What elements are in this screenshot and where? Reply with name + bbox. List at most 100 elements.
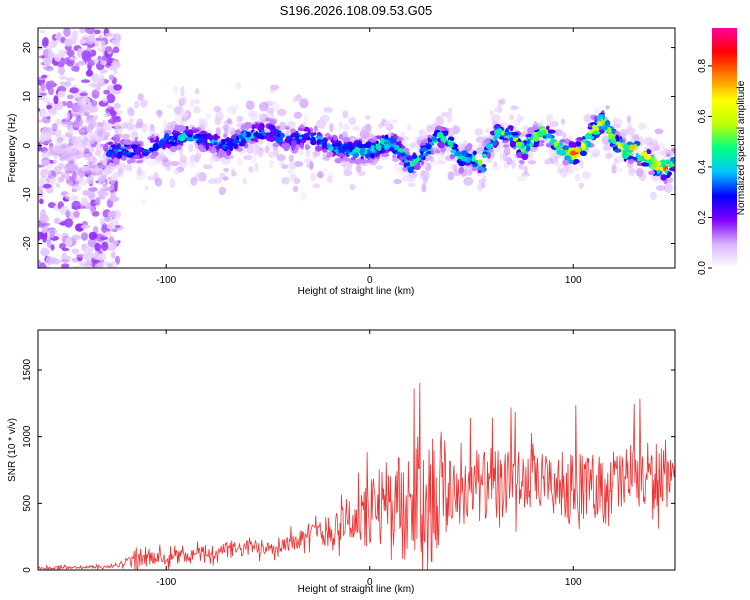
spectrogram-cell <box>529 141 534 147</box>
spectrogram-cell <box>42 235 47 243</box>
spectrogram-cell <box>78 60 86 66</box>
spectrogram-cell <box>89 194 95 202</box>
spectrogram-cell <box>166 103 173 110</box>
spectrogram-cell <box>39 177 45 187</box>
spectrogram-cell <box>638 122 647 130</box>
spectrogram-cell <box>92 226 99 234</box>
spectrogram-cell <box>42 58 53 63</box>
spectrogram-cell <box>42 37 49 47</box>
spectrogram-cell <box>460 150 468 157</box>
spectrogram-cell <box>121 133 131 140</box>
spectrogram-cell <box>541 129 547 136</box>
spectrogram-cell <box>527 127 535 134</box>
spectrogram-cell <box>667 171 672 176</box>
spectrogram-cell <box>315 135 324 140</box>
spectrogram-cell <box>665 160 672 165</box>
spectrogram-cell <box>163 133 170 140</box>
spectrogram-cell <box>636 162 643 166</box>
spectrogram-cell <box>89 167 95 173</box>
spectrogram-cell <box>293 97 302 102</box>
spectrogram-cell <box>426 124 433 133</box>
spectrogram-cell <box>169 178 176 189</box>
spectrogram-cell <box>85 69 94 77</box>
spectrogram-cell <box>392 154 397 159</box>
spectrogram-cell <box>401 174 408 182</box>
spectrogram-cell <box>288 154 294 163</box>
spectrogram-cell <box>176 144 182 151</box>
spectrogram-cell <box>371 147 375 153</box>
spectrogram-cell <box>90 100 98 107</box>
spectrogram-cell <box>442 132 448 136</box>
spectrogram-cell <box>80 79 91 84</box>
spectrogram-cell <box>97 173 106 182</box>
spectrogram-cell <box>591 148 601 157</box>
spectrogram-cell <box>484 138 491 144</box>
spectrogram-cell <box>60 258 70 263</box>
spectrogram-cell <box>573 158 580 164</box>
spectrogram-cell <box>656 151 665 156</box>
spectrogram-cell <box>95 37 102 41</box>
spectrogram-cell <box>545 125 550 131</box>
spectrogram-cell <box>512 137 519 142</box>
spectrogram-cell <box>213 141 218 146</box>
spectrogram-cell <box>516 113 522 123</box>
spectrogram-x-ticks: -100 0 100 <box>156 28 582 286</box>
spectrogram-cell <box>67 128 74 136</box>
spectrogram-cell <box>342 137 350 143</box>
spectrogram-cell <box>268 151 275 159</box>
colorbar-tick-label: 0.4 <box>697 160 708 174</box>
spectrogram-cell <box>633 157 638 161</box>
spectrogram-cell <box>628 167 637 174</box>
spectrogram-cell <box>47 43 52 53</box>
spectrogram-cell <box>282 142 290 148</box>
snr-y-tick-label: 500 <box>22 495 33 512</box>
colorbar-tick-label: 0.6 <box>697 109 708 123</box>
spectrogram-cell <box>88 247 94 252</box>
spectrogram-cell <box>327 136 333 141</box>
spectrogram-cell <box>400 152 406 157</box>
spectrogram-cell <box>404 159 409 164</box>
spectrogram-cell <box>154 177 163 187</box>
spectrogram-y-ticks: -20 -10 0 10 20 <box>22 42 675 251</box>
spectrogram-cell <box>613 148 622 153</box>
spectrogram-cell <box>183 110 189 119</box>
colorbar-ticks: 0.0 0.2 0.4 0.6 0.8 <box>697 59 712 275</box>
snr-x-tick-label: -100 <box>156 577 176 588</box>
spectrogram-cell <box>127 106 134 114</box>
snr-frame <box>37 329 676 571</box>
spectrogram-cell <box>379 137 385 145</box>
spectrogram-cell <box>237 157 243 167</box>
spectrogram-x-tick-label: 100 <box>565 275 582 286</box>
spectrogram-cell <box>579 150 588 157</box>
spectrogram-cell <box>188 143 194 153</box>
spectrogram-cell <box>64 192 75 200</box>
spectrogram-cell <box>185 125 189 131</box>
spectrogram-cell <box>605 105 610 110</box>
spectrogram-cell <box>41 150 51 159</box>
spectrogram-cell <box>105 151 114 158</box>
spectrogram-cell <box>130 144 139 148</box>
spectrogram-cell <box>542 134 547 139</box>
spectrogram-cell <box>151 133 155 138</box>
spectrogram-cell <box>39 198 44 205</box>
spectrogram-cell <box>655 165 662 170</box>
spectrogram-cell <box>39 262 47 268</box>
spectrogram-cell <box>655 161 662 167</box>
spectrogram-cell <box>100 60 108 66</box>
spectrogram-cell <box>635 167 644 177</box>
spectrogram-cell <box>310 139 317 146</box>
spectrogram-cell <box>326 151 334 158</box>
spectrogram-cell <box>303 113 309 124</box>
spectrogram-cell <box>80 97 91 104</box>
spectrogram-cell <box>63 28 71 37</box>
spectrogram-cell <box>337 152 345 158</box>
spectrogram-frame <box>37 27 676 269</box>
spectrogram-cell <box>113 157 119 163</box>
spectrogram-cell <box>65 210 71 218</box>
spectrogram-cell <box>652 138 659 146</box>
spectrogram-cell <box>69 87 79 94</box>
spectrogram-cell <box>56 85 67 93</box>
spectrogram-cell <box>611 134 616 141</box>
